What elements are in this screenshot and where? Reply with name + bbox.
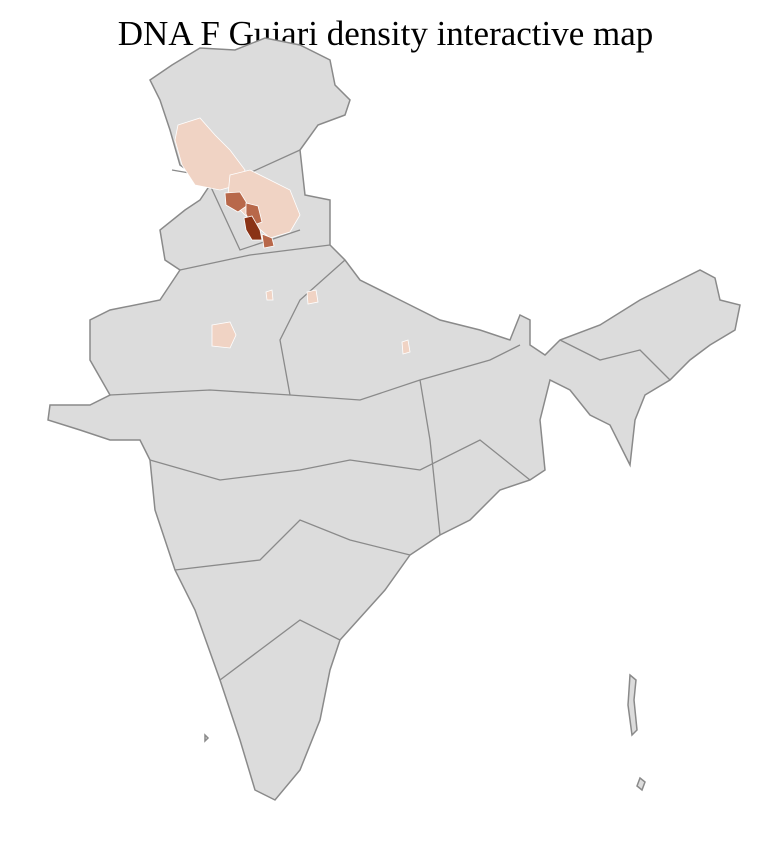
district-mid-1[interactable] (224, 191, 249, 213)
district-high-1[interactable] (243, 215, 263, 241)
country-shape (47, 37, 741, 801)
state-borders (109, 149, 671, 681)
map-title: DNA F Gujari density interactive map (117, 14, 654, 53)
mainland[interactable] (47, 37, 741, 801)
island-andaman[interactable] (627, 673, 638, 737)
district-low-rj[interactable] (211, 321, 237, 349)
district-low-up2[interactable] (265, 289, 274, 301)
island-nicobar[interactable] (636, 776, 646, 792)
island-lakshadweep[interactable] (204, 733, 210, 743)
density-regions (174, 117, 411, 355)
district-mid-3[interactable] (261, 233, 275, 249)
district-low-up3[interactable] (401, 339, 411, 355)
district-low-up1[interactable] (306, 289, 319, 305)
